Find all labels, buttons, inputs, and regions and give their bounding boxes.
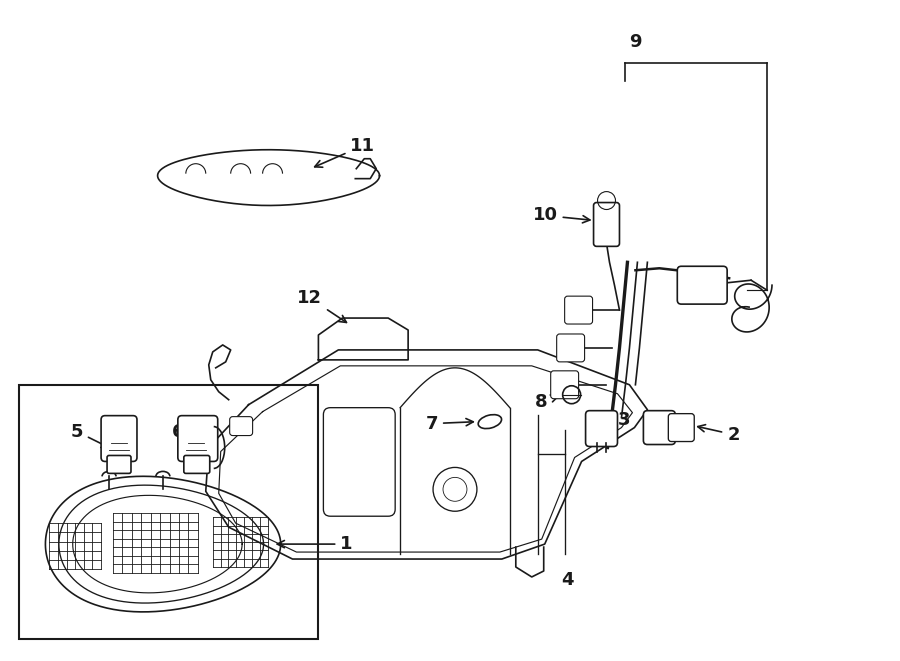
- Text: 5: 5: [70, 422, 109, 447]
- Text: 10: 10: [533, 206, 590, 225]
- FancyBboxPatch shape: [107, 455, 131, 473]
- FancyBboxPatch shape: [230, 416, 253, 436]
- FancyBboxPatch shape: [586, 410, 617, 447]
- FancyBboxPatch shape: [557, 334, 585, 362]
- Text: 3: 3: [604, 410, 630, 428]
- FancyBboxPatch shape: [678, 266, 727, 304]
- FancyBboxPatch shape: [323, 408, 395, 516]
- FancyBboxPatch shape: [551, 371, 579, 399]
- Text: 11: 11: [315, 137, 375, 167]
- FancyBboxPatch shape: [564, 296, 592, 324]
- Text: 6: 6: [172, 422, 199, 447]
- FancyBboxPatch shape: [184, 455, 210, 473]
- Text: 9: 9: [629, 33, 642, 51]
- FancyBboxPatch shape: [644, 410, 675, 444]
- Text: 1: 1: [277, 535, 353, 553]
- Bar: [19, 385, 319, 639]
- Text: 12: 12: [297, 289, 346, 323]
- FancyBboxPatch shape: [178, 416, 218, 461]
- Text: 8: 8: [536, 393, 558, 410]
- Text: 7: 7: [426, 414, 473, 432]
- FancyBboxPatch shape: [594, 202, 619, 247]
- FancyBboxPatch shape: [101, 416, 137, 461]
- FancyBboxPatch shape: [669, 414, 694, 442]
- Text: 2: 2: [698, 424, 740, 444]
- Text: 4: 4: [562, 571, 574, 589]
